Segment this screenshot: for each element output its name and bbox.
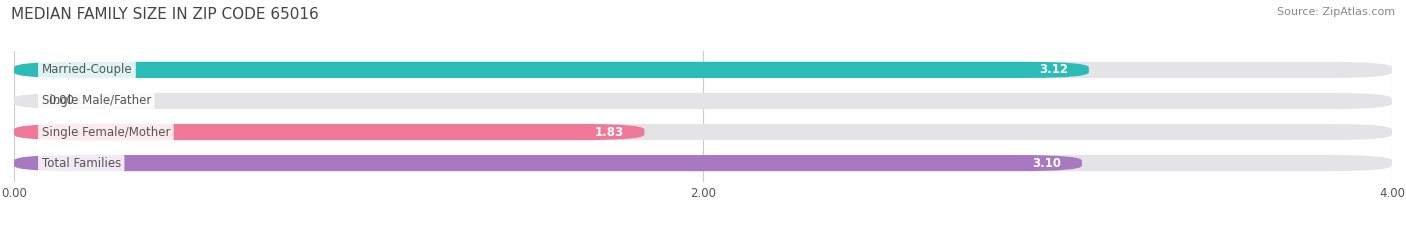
FancyBboxPatch shape [14,62,1392,78]
FancyBboxPatch shape [14,93,1392,109]
Text: 3.10: 3.10 [1032,157,1062,170]
Text: 3.12: 3.12 [1039,63,1069,76]
FancyBboxPatch shape [14,62,1088,78]
Text: Single Female/Mother: Single Female/Mother [42,126,170,139]
FancyBboxPatch shape [14,155,1083,171]
Text: 0.00: 0.00 [48,94,75,107]
Text: Source: ZipAtlas.com: Source: ZipAtlas.com [1277,7,1395,17]
Text: Single Male/Father: Single Male/Father [42,94,150,107]
Text: MEDIAN FAMILY SIZE IN ZIP CODE 65016: MEDIAN FAMILY SIZE IN ZIP CODE 65016 [11,7,319,22]
Text: 1.83: 1.83 [595,126,624,139]
FancyBboxPatch shape [14,124,1392,140]
FancyBboxPatch shape [14,155,1392,171]
Text: Married-Couple: Married-Couple [42,63,132,76]
Text: Total Families: Total Families [42,157,121,170]
FancyBboxPatch shape [14,124,644,140]
